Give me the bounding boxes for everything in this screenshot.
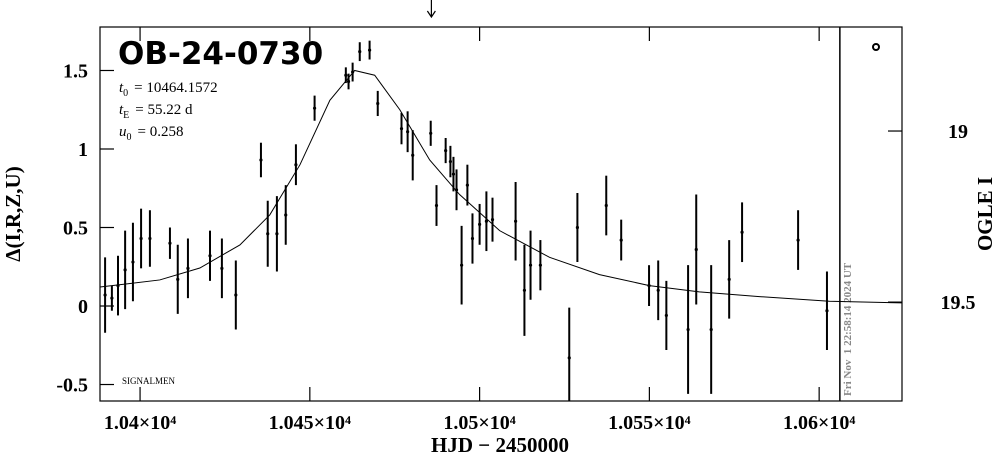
data-point	[399, 126, 404, 131]
y-tick-label: 1	[78, 139, 88, 161]
data-point	[528, 263, 533, 267]
data-point	[103, 293, 107, 297]
marker-circle	[872, 43, 880, 51]
data-point	[259, 158, 263, 162]
y-tick-label: -0.5	[56, 375, 88, 397]
data-point	[234, 293, 238, 297]
data-point	[406, 130, 410, 134]
y2-tick-label: 19	[948, 121, 968, 143]
arrow	[426, 0, 436, 19]
model-curve	[100, 69, 902, 304]
data-point	[490, 218, 495, 222]
data-point	[647, 283, 651, 288]
data-point	[116, 283, 120, 288]
data-point	[727, 277, 731, 281]
y2-tick-label: 19.5	[941, 292, 976, 314]
data-point	[312, 106, 317, 110]
chart-title: OB-24-0730	[118, 36, 323, 72]
data-point	[168, 241, 172, 245]
plot-frame	[99, 26, 903, 402]
data-point	[709, 327, 713, 332]
data-point	[470, 236, 475, 241]
data-point	[284, 213, 288, 217]
param-symbol: u	[119, 124, 127, 140]
data-point	[208, 254, 212, 258]
y-tick-label: 0.5	[63, 218, 88, 240]
data-point	[294, 163, 298, 167]
data-point	[176, 277, 180, 281]
param-symbol: t	[119, 80, 124, 96]
data-point	[686, 327, 690, 332]
y-tick-label: 1.5	[63, 60, 88, 82]
data-point	[123, 268, 127, 272]
data-point	[148, 236, 152, 241]
data-point	[376, 101, 380, 106]
data-point	[465, 183, 469, 187]
data-point	[694, 247, 698, 252]
data-point	[434, 203, 439, 208]
data-point	[478, 222, 482, 226]
data-point	[514, 219, 518, 223]
data-point	[266, 232, 270, 236]
data-point	[740, 230, 744, 234]
data-point	[451, 172, 456, 176]
data-point	[825, 309, 829, 313]
param-symbol: t	[119, 102, 124, 118]
param-value: = 55.22 d	[135, 102, 193, 118]
data-point	[656, 288, 660, 292]
x-axis-label: HJD − 2450000	[431, 433, 569, 457]
data-point	[444, 148, 448, 153]
data-point	[484, 219, 488, 223]
fit-parameter: t0 = 10464.1572	[119, 80, 218, 99]
data-point	[358, 50, 362, 54]
data-point	[604, 203, 608, 208]
data-point	[567, 356, 571, 360]
data-point	[220, 266, 224, 270]
x-tick-label: 1.06×10⁴	[783, 412, 855, 434]
x-tick-label: 1.05×10⁴	[443, 412, 515, 434]
param-subscript: 0	[123, 88, 128, 99]
data-point	[664, 313, 668, 318]
plot-area	[100, 40, 902, 401]
data-point	[538, 263, 542, 267]
data-point	[110, 296, 114, 300]
y2-axis-label: OGLE I	[973, 177, 997, 251]
param-value: = 10464.1572	[134, 80, 217, 96]
data-point	[275, 232, 279, 236]
data-point	[575, 225, 579, 230]
data-point	[344, 73, 348, 77]
x-tick-label: 1.055×10⁴	[608, 412, 690, 434]
fit-parameter: u0 = 0.258	[119, 124, 183, 143]
x-tick-label: 1.045×10⁴	[269, 412, 351, 434]
y-tick-label: 0	[78, 296, 88, 318]
data-point	[131, 260, 135, 264]
fit-parameter: tE = 55.22 d	[119, 102, 193, 121]
data-point	[460, 263, 464, 267]
data-point	[351, 70, 355, 74]
data-point	[139, 236, 143, 241]
timestamp: Fri Nov 1 22:58:14 2024 UT	[842, 262, 854, 396]
data-point	[186, 266, 190, 270]
data-point	[522, 288, 527, 292]
data-point	[411, 153, 415, 157]
param-subscript: 0	[127, 132, 132, 143]
data-point	[367, 48, 372, 52]
x-tick-label: 1.04×10⁴	[104, 412, 176, 434]
data-point	[454, 188, 459, 192]
param-subscript: E	[123, 110, 129, 121]
param-value: = 0.258	[138, 124, 184, 140]
data-point	[448, 159, 453, 164]
y-axis-label: Δ(I,R,Z,U)	[1, 166, 25, 261]
data-point	[429, 131, 433, 135]
data-point	[619, 238, 623, 242]
credit: SIGNALMEN	[122, 376, 175, 386]
data-point	[796, 238, 800, 242]
data-point	[346, 79, 351, 84]
